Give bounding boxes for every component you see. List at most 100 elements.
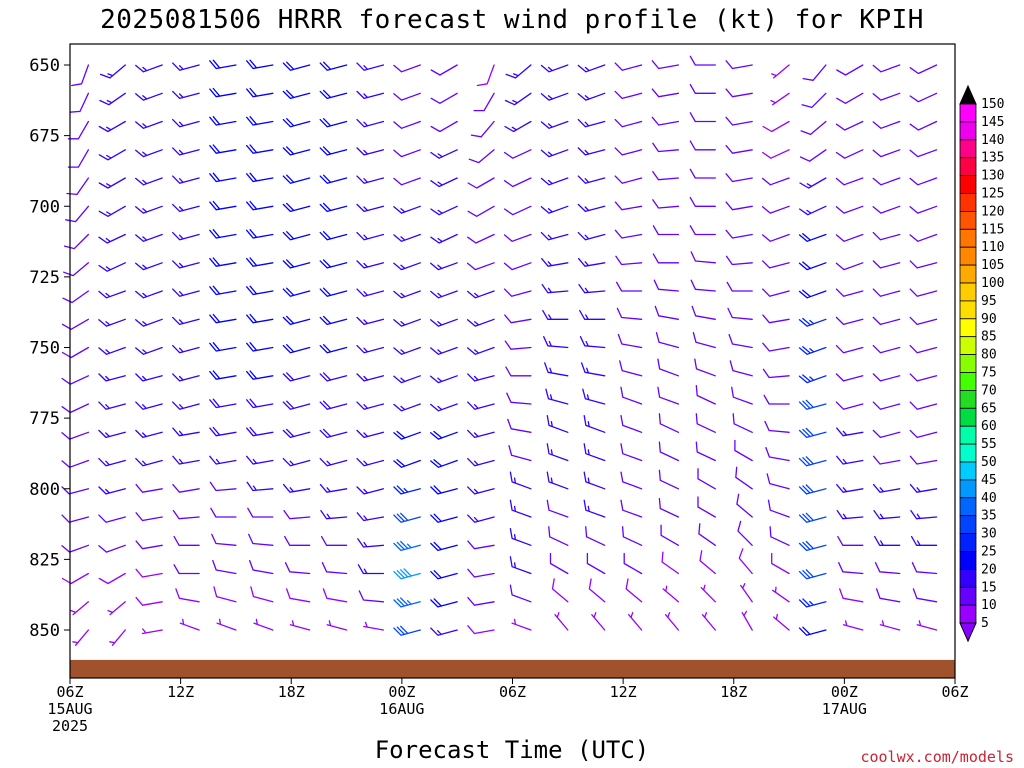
y-tick-label: 850 [29, 621, 60, 641]
wind-barb [653, 279, 680, 292]
wind-barb [761, 177, 790, 186]
wind-barb [614, 118, 643, 128]
credit-link[interactable]: coolwx.com/models [860, 748, 1014, 766]
wind-barb [909, 120, 938, 131]
wind-barb [540, 231, 569, 241]
wind-barb [799, 149, 827, 162]
wind-barb [909, 344, 938, 354]
wind-barb [135, 64, 163, 73]
wind-barb [319, 61, 348, 71]
wind-barb [798, 626, 827, 636]
wind-barb [63, 262, 90, 277]
wind-barb [763, 394, 790, 405]
wind-barb [356, 512, 385, 522]
wind-barb [135, 568, 163, 578]
wind-barb [662, 585, 680, 603]
colorbar-label: 45 [981, 473, 997, 488]
wind-barb [393, 64, 421, 73]
wind-barb [835, 316, 864, 326]
wind-barb [620, 443, 643, 462]
wind-barbs [61, 55, 938, 646]
wind-barb [577, 175, 606, 184]
wind-barb [172, 62, 200, 71]
wind-barb [762, 368, 790, 379]
wind-barb [701, 612, 716, 631]
wind-barb [658, 497, 680, 518]
wind-barb [577, 147, 606, 156]
wind-barb [209, 455, 237, 465]
wind-barb [62, 290, 90, 304]
wind-barb [393, 233, 421, 242]
wind-barb [209, 87, 237, 98]
x-tick-label: 12Z [610, 683, 637, 701]
wind-barb [393, 597, 421, 608]
wind-barb [838, 562, 864, 575]
wind-barb [504, 340, 532, 350]
wind-barb [61, 375, 90, 385]
wind-barb [728, 333, 753, 349]
wind-barb [209, 200, 237, 211]
wind-barb [289, 620, 311, 631]
wind-barb [503, 177, 532, 188]
wind-barb [393, 625, 421, 636]
x-tick-label: 16AUG [379, 700, 424, 718]
wind-barb [141, 628, 163, 635]
wind-barb [282, 315, 311, 326]
wind-barb [467, 514, 495, 523]
wind-barb [468, 149, 495, 164]
wind-barb [625, 578, 643, 603]
wind-barb [619, 360, 643, 377]
wind-barb [541, 283, 569, 294]
wind-barb [253, 618, 274, 631]
wind-barb [98, 233, 126, 244]
colorbar-label: 90 [981, 312, 997, 327]
x-tick-label: 2025 [52, 717, 88, 735]
wind-barb [872, 260, 901, 269]
wind-barb [466, 290, 495, 299]
wind-barb [725, 144, 753, 154]
wind-barb [211, 533, 237, 546]
wind-barb [282, 259, 311, 269]
wind-barb [614, 90, 643, 100]
wind-barb [246, 229, 274, 239]
colorbar-swatch [959, 604, 977, 624]
wind-barb [135, 540, 163, 550]
wind-barb [664, 612, 680, 631]
wind-barb [835, 205, 864, 214]
wind-barb [356, 486, 385, 495]
wind-barb [615, 281, 643, 292]
wind-barb [246, 116, 274, 126]
wind-barb [689, 196, 716, 207]
wind-barb [767, 499, 790, 518]
wind-barb [620, 386, 643, 405]
wind-barb [617, 333, 643, 349]
colorbar-swatch [959, 139, 977, 159]
wind-barb [98, 486, 126, 495]
wind-barb [735, 466, 753, 490]
wind-barb [910, 535, 938, 546]
colorbar-label: 30 [981, 527, 997, 542]
wind-barb [430, 318, 458, 327]
wind-barb [284, 535, 311, 546]
wind-barb [580, 362, 606, 377]
wind-barb [909, 260, 938, 269]
wind-barb [61, 572, 90, 585]
wind-barb [798, 346, 827, 355]
wind-barb [546, 471, 569, 490]
wind-barb [872, 316, 901, 326]
wind-barb [473, 92, 495, 112]
wind-barb [98, 572, 126, 585]
wind-barb [731, 386, 753, 405]
wind-barb [698, 523, 716, 546]
wind-barb [872, 120, 901, 129]
wind-barb [541, 257, 569, 267]
wind-barb [801, 92, 827, 109]
wind-barb [798, 540, 827, 552]
wind-barb [874, 562, 901, 575]
wind-barb [135, 457, 163, 467]
wind-barb [835, 288, 864, 297]
wind-barb [798, 569, 827, 580]
y-tick-label: 800 [29, 480, 60, 500]
wind-barb [798, 289, 827, 299]
